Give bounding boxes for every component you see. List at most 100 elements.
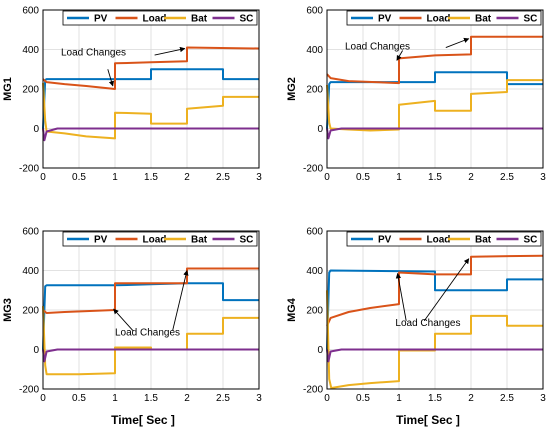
y-tick-label: 400 bbox=[306, 45, 323, 56]
legend-label-load: Load bbox=[427, 14, 451, 25]
legend-label-bat: Bat bbox=[475, 14, 492, 25]
axes-frame bbox=[42, 9, 260, 169]
annotation-arrow bbox=[113, 308, 134, 332]
y-tick-label: -200 bbox=[19, 385, 39, 396]
annotation-text: Load Changes bbox=[395, 318, 460, 329]
y-tick-label: -200 bbox=[303, 164, 323, 175]
y-tick-label: 0 bbox=[33, 345, 39, 356]
x-tick-label: 1.5 bbox=[428, 172, 442, 183]
legend-label-pv: PV bbox=[378, 235, 392, 246]
x-tick-label: 2 bbox=[184, 172, 190, 183]
legend-box bbox=[62, 10, 258, 26]
y-tick-label: 200 bbox=[306, 85, 323, 96]
y-tick-label: 600 bbox=[22, 6, 39, 17]
annotation-arrow bbox=[107, 69, 115, 87]
x-tick-label: 0 bbox=[40, 393, 46, 404]
annotation-arrow bbox=[396, 50, 403, 61]
y-tick-label: -200 bbox=[19, 164, 39, 175]
x-tick-label: 3 bbox=[540, 172, 546, 183]
x-tick-label: 1.5 bbox=[428, 393, 442, 404]
x-tick-label: 0 bbox=[324, 172, 330, 183]
series-line-bat bbox=[42, 306, 259, 376]
legend: PV Load Bat SC bbox=[346, 231, 542, 247]
y-axis-label: MG4 bbox=[286, 297, 298, 322]
annotation-arrow bbox=[445, 37, 470, 48]
x-axis-label-right: Time[ Sec ] bbox=[396, 413, 460, 427]
series-line-sc bbox=[326, 348, 543, 363]
x-tick-label: 2 bbox=[184, 393, 190, 404]
x-tick-label: 0.5 bbox=[72, 393, 86, 404]
y-tick-label: 400 bbox=[22, 266, 39, 277]
legend: PV Load Bat SC bbox=[62, 10, 258, 26]
x-tick-label: 2 bbox=[468, 172, 474, 183]
annotation-text: Load Changes bbox=[345, 42, 410, 53]
y-tick-label: 200 bbox=[22, 306, 39, 317]
y-tick-label: 200 bbox=[306, 306, 323, 317]
x-tick-label: 0.5 bbox=[356, 172, 370, 183]
legend-label-sc: SC bbox=[240, 235, 254, 246]
y-axis-label: MG3 bbox=[2, 298, 14, 322]
x-tick-label: 3 bbox=[540, 393, 546, 404]
x-tick-label: 0 bbox=[324, 393, 330, 404]
legend-box bbox=[346, 10, 542, 26]
x-tick-label: 0.5 bbox=[72, 172, 86, 183]
series-line-bat bbox=[42, 83, 259, 140]
legend-label-bat: Bat bbox=[191, 235, 208, 246]
legend: PV Load Bat SC bbox=[346, 10, 542, 26]
annotation-text: Load Changes bbox=[61, 47, 126, 58]
y-axis-label: MG2 bbox=[286, 77, 298, 101]
y-tick-label: -200 bbox=[303, 385, 323, 396]
y-tick-label: 0 bbox=[33, 124, 39, 135]
y-tick-label: 400 bbox=[22, 45, 39, 56]
legend: PV Load Bat SC bbox=[62, 231, 258, 247]
x-tick-label: 2.5 bbox=[216, 393, 230, 404]
legend-label-sc: SC bbox=[524, 235, 538, 246]
x-tick-label: 2.5 bbox=[500, 172, 514, 183]
legend-box bbox=[346, 231, 542, 247]
x-tick-label: 1.5 bbox=[144, 393, 158, 404]
y-axis-label: MG1 bbox=[2, 77, 14, 101]
x-axis-label-left: Time[ Sec ] bbox=[111, 413, 175, 427]
annotation-arrow bbox=[423, 258, 470, 322]
axes-frame bbox=[326, 9, 544, 169]
legend-label-load: Load bbox=[143, 235, 167, 246]
series-line-pv bbox=[326, 269, 543, 350]
legend-label-bat: Bat bbox=[475, 235, 492, 246]
x-tick-label: 1 bbox=[396, 393, 402, 404]
y-tick-label: 0 bbox=[317, 124, 323, 135]
series-line-sc bbox=[326, 127, 543, 140]
series-line-sc bbox=[42, 127, 259, 142]
annotation-arrow bbox=[172, 269, 189, 331]
y-tick-label: 600 bbox=[306, 227, 323, 238]
x-tick-label: 2 bbox=[468, 393, 474, 404]
annotation-arrow bbox=[154, 46, 186, 56]
legend-label-sc: SC bbox=[524, 14, 538, 25]
x-tick-label: 3 bbox=[256, 393, 262, 404]
legend-label-pv: PV bbox=[94, 235, 108, 246]
x-tick-label: 2.5 bbox=[216, 172, 230, 183]
axes-frame bbox=[42, 230, 260, 390]
x-tick-label: 1 bbox=[396, 172, 402, 183]
legend-label-pv: PV bbox=[94, 14, 108, 25]
x-tick-label: 0 bbox=[40, 172, 46, 183]
legend-label-load: Load bbox=[143, 14, 167, 25]
y-tick-label: 400 bbox=[306, 266, 323, 277]
x-tick-label: 1 bbox=[112, 393, 118, 404]
legend-box bbox=[62, 231, 258, 247]
series-line-load bbox=[42, 46, 260, 90]
legend-label-bat: Bat bbox=[191, 14, 208, 25]
x-tick-label: 0.5 bbox=[356, 393, 370, 404]
series-line-bat bbox=[326, 79, 543, 132]
series-line-pv bbox=[42, 68, 259, 129]
axes-frame bbox=[326, 230, 544, 390]
x-tick-label: 2.5 bbox=[500, 393, 514, 404]
x-tick-label: 3 bbox=[256, 172, 262, 183]
y-tick-label: 200 bbox=[22, 85, 39, 96]
series-line-load bbox=[326, 254, 544, 327]
x-tick-label: 1.5 bbox=[144, 172, 158, 183]
